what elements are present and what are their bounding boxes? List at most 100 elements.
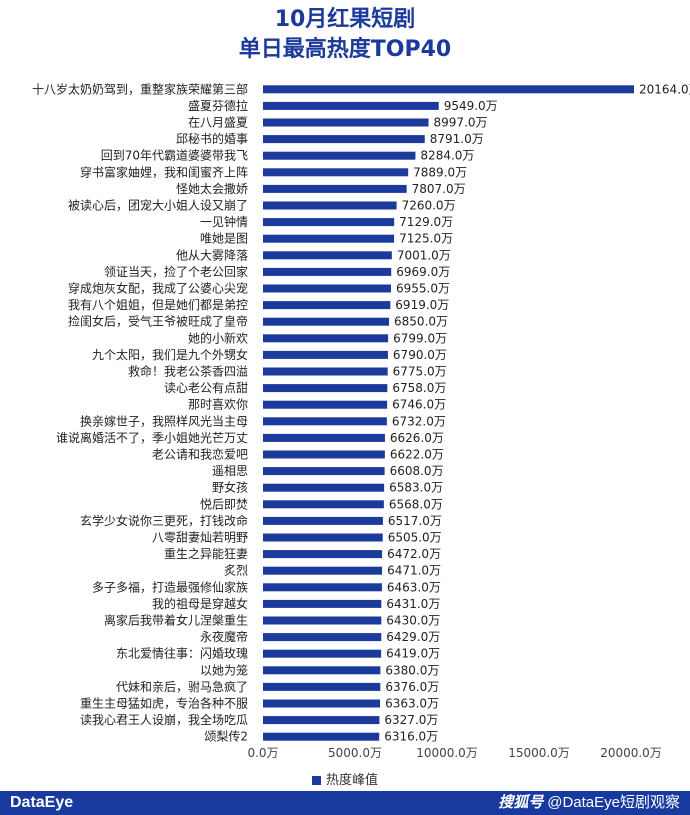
category-label: 被读心后，团宠大小姐人设又崩了 [68,198,248,213]
category-label: 在八月盛夏 [188,115,248,130]
legend-label: 热度峰值 [325,773,378,788]
category-label: 重生主母猛如虎，专治各种不服 [80,696,248,711]
bar [263,599,382,608]
category-label: 回到70年代霸道婆婆带我飞 [101,149,248,163]
bar [263,583,382,592]
bar [263,234,395,243]
watermark: 搜狐号 @DataEye短剧观察 [498,791,680,815]
value-label: 6850.0万 [394,315,448,329]
value-label: 6429.0万 [386,630,440,644]
bar [263,500,384,509]
bar [263,284,391,293]
category-label: 穿成炮灰女配，我成了公婆心尖宠 [68,281,248,296]
brand-logo: DataEye [10,794,74,811]
category-label: 离家后我带着女儿涅槃重生 [104,613,248,628]
bar [263,616,382,625]
bar [263,251,392,260]
x-tick-label: 5000.0万 [328,746,382,760]
value-label: 6327.0万 [384,713,438,727]
bar [263,184,407,193]
category-label: 炙烈 [224,563,248,578]
bar [263,666,381,675]
value-label: 6463.0万 [387,580,441,594]
category-label: 那时喜欢你 [188,397,248,412]
value-label: 6758.0万 [392,381,446,395]
footer-bar: DataEye 搜狐号 @DataEye短剧观察 [0,791,690,815]
category-label: 读我心君王人设崩，我全场吃瓜 [80,712,248,727]
bar [263,649,382,658]
value-label: 6799.0万 [393,331,447,345]
value-label: 6608.0万 [390,464,444,478]
value-label: 6568.0万 [389,497,443,511]
bar [263,699,381,708]
value-label: 6380.0万 [385,663,439,677]
chart-legend: 热度峰值 [0,769,690,788]
value-label: 9549.0万 [444,99,498,113]
value-label: 8284.0万 [420,149,474,163]
value-label: 6955.0万 [396,282,450,296]
value-label: 6419.0万 [386,647,440,661]
category-label: 老公请和我恋爱吧 [152,447,248,462]
value-label: 6775.0万 [393,365,447,379]
bar [263,267,392,276]
category-label: 九个太阳，我们是九个外甥女 [92,347,248,362]
x-tick-label: 15000.0万 [508,746,570,760]
bar [263,151,416,160]
bar [263,550,383,559]
category-label: 野女孩 [212,480,248,495]
value-label: 6316.0万 [384,730,438,744]
value-label: 6472.0万 [387,547,441,561]
category-label: 遥相思 [212,464,248,478]
value-label: 7125.0万 [399,232,453,246]
value-label: 7807.0万 [412,182,466,196]
category-label: 领证当天，捡了个老公回家 [104,264,248,279]
value-label: 6622.0万 [390,448,444,462]
bar [263,85,635,94]
category-label: 穿书富家妯娌，我和闺蜜齐上阵 [80,164,248,179]
bar [263,450,385,459]
x-tick-label: 0.0万 [247,746,278,760]
bar [263,682,381,691]
category-label: 一见钟情 [200,214,248,229]
x-tick-label: 20000.0万 [600,746,662,760]
value-label: 6471.0万 [387,564,441,578]
bar [263,118,429,127]
bar [263,716,380,725]
value-label: 6746.0万 [392,398,446,412]
value-label: 6517.0万 [388,514,442,528]
bar [263,317,390,326]
bar [263,467,385,476]
watermark-text: @DataEye短剧观察 [547,794,680,811]
value-label: 6969.0万 [396,265,450,279]
bar [263,732,380,741]
category-label: 颂梨传2 [204,729,248,744]
value-label: 7129.0万 [399,215,453,229]
category-label: 玄学少女说你三更死，打钱改命 [80,513,248,528]
category-label: 十八岁太奶奶驾到，重整家族荣耀第三部 [32,81,248,96]
category-label: 悦后即焚 [200,497,248,511]
value-label: 8791.0万 [430,132,484,146]
category-label: 永夜魔帝 [200,629,248,644]
value-label: 6431.0万 [386,597,440,611]
bar [263,301,391,310]
value-label: 6626.0万 [390,431,444,445]
category-label: 谁说离婚活不了，季小姐她光芒万丈 [56,430,248,445]
value-label: 8997.0万 [434,116,488,130]
legend-swatch [311,776,321,785]
bar [263,533,383,542]
value-label: 7001.0万 [397,248,451,262]
category-label: 捡闺女后，受气王爷被旺成了皇帝 [68,314,248,329]
category-label: 她的小新欢 [188,330,248,345]
value-label: 6376.0万 [385,680,439,694]
bar [263,433,385,442]
bar [263,101,439,110]
bar [263,483,385,492]
category-label: 我的祖母是穿越女 [152,596,248,611]
bar [263,417,387,426]
category-label: 怪她太会撒娇 [176,181,248,196]
bar [263,566,383,575]
bar [263,218,395,227]
value-label: 6919.0万 [395,298,449,312]
bar [263,400,388,409]
